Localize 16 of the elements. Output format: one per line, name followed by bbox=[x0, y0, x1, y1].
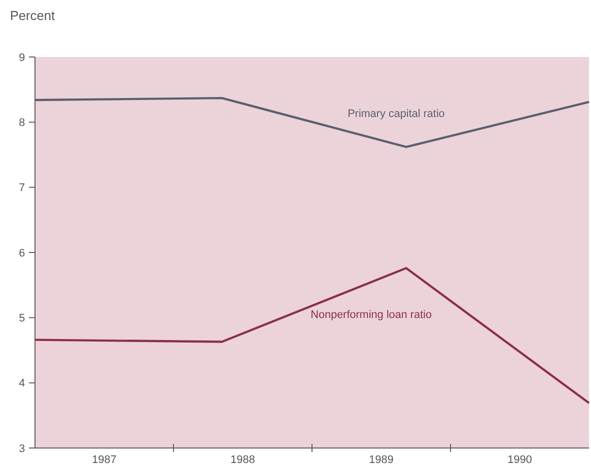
x-tick-label: 1989 bbox=[369, 454, 394, 466]
x-tick-label: 1987 bbox=[92, 454, 116, 466]
y-tick-label: 7 bbox=[18, 182, 25, 194]
y-tick-label: 5 bbox=[18, 312, 25, 325]
y-tick-label: 4 bbox=[18, 378, 25, 390]
y-axis-title: Percent bbox=[10, 8, 56, 23]
series-label: Primary capital ratio bbox=[348, 108, 445, 120]
line-series bbox=[34, 267, 590, 404]
line-series bbox=[34, 96, 590, 148]
y-tick-label: 8 bbox=[18, 117, 25, 130]
y-tick-label: 9 bbox=[18, 52, 25, 64]
y-tick-label: 3 bbox=[18, 442, 25, 455]
series-label: Nonperforming loan ratio bbox=[310, 309, 432, 322]
x-tick-label: 1990 bbox=[508, 454, 532, 466]
x-tick-label: 1988 bbox=[230, 454, 255, 466]
y-tick-label: 6 bbox=[18, 247, 25, 260]
